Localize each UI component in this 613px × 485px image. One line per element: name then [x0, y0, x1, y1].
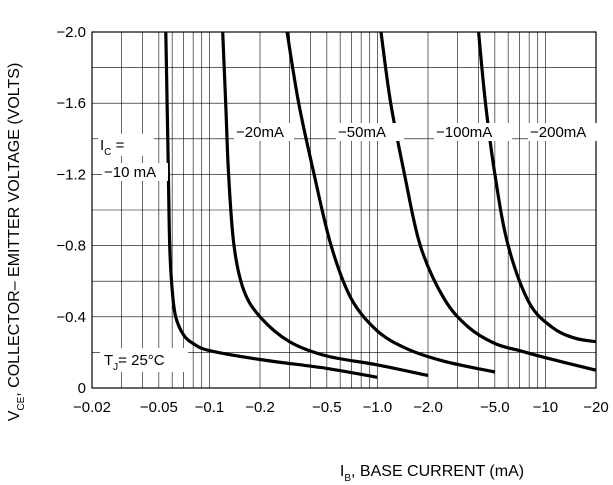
- series-curve: [379, 31, 597, 372]
- x-tick-label: −0.1: [195, 399, 225, 416]
- x-tick-label: −0.05: [140, 399, 178, 416]
- series-label-bg: [528, 123, 598, 141]
- series-label: −20mA: [236, 124, 284, 141]
- series-label: −10 mA: [104, 164, 156, 181]
- series-label-bg: [234, 123, 294, 141]
- x-tick-label: −0.02: [73, 399, 111, 416]
- y-tick-label: −0.4: [56, 309, 86, 326]
- x-tick-label: −2.0: [413, 399, 443, 416]
- series-label-bg: [102, 163, 168, 181]
- plot-frame: [91, 31, 597, 389]
- ic-annotation: IC =: [100, 137, 125, 158]
- series-labels: −10 mA −20mA −50mA −100mA −200mA: [98, 123, 598, 372]
- series-curve: [164, 31, 378, 379]
- x-tick-label: −1.0: [363, 399, 393, 416]
- x-tick-label: −20: [583, 399, 608, 416]
- y-tick-label: −0.8: [56, 238, 86, 255]
- series-curve: [221, 31, 429, 378]
- series-label: −50mA: [338, 124, 386, 141]
- series-curve: [477, 31, 597, 344]
- x-tick-label: −0.2: [245, 399, 275, 416]
- series-curve: [285, 31, 496, 374]
- y-tick-label: −1.2: [56, 166, 86, 183]
- tj-annotation-bg: [100, 348, 188, 372]
- y-tick-label: 0: [78, 380, 86, 397]
- y-tick-label: −2.0: [56, 24, 86, 41]
- x-tick-label: −5.0: [480, 399, 510, 416]
- series-label: −100mA: [436, 124, 492, 141]
- ic-annotation-bg: [98, 134, 154, 156]
- x-tick-label: −0.5: [312, 399, 342, 416]
- tick-labels: −0.02 −0.05 −0.1 −0.2 −0.5 −1.0 −2.0 −5.0 −10 −20…: [56, 24, 608, 416]
- x-tick-label: −10: [533, 399, 558, 416]
- tj-annotation: TJ= 25°C: [104, 352, 165, 373]
- series-label: −200mA: [530, 124, 586, 141]
- x-axis-title: IB, BASE CURRENT (mA): [340, 463, 524, 484]
- y-axis-title: VCE, COLLECTOR– EMITTER VOLTAGE (VOLTS): [6, 63, 27, 422]
- series-label-bg: [434, 123, 512, 141]
- data-curves: [164, 31, 597, 379]
- y-tick-label: −1.6: [56, 95, 86, 112]
- series-label-bg: [336, 123, 404, 141]
